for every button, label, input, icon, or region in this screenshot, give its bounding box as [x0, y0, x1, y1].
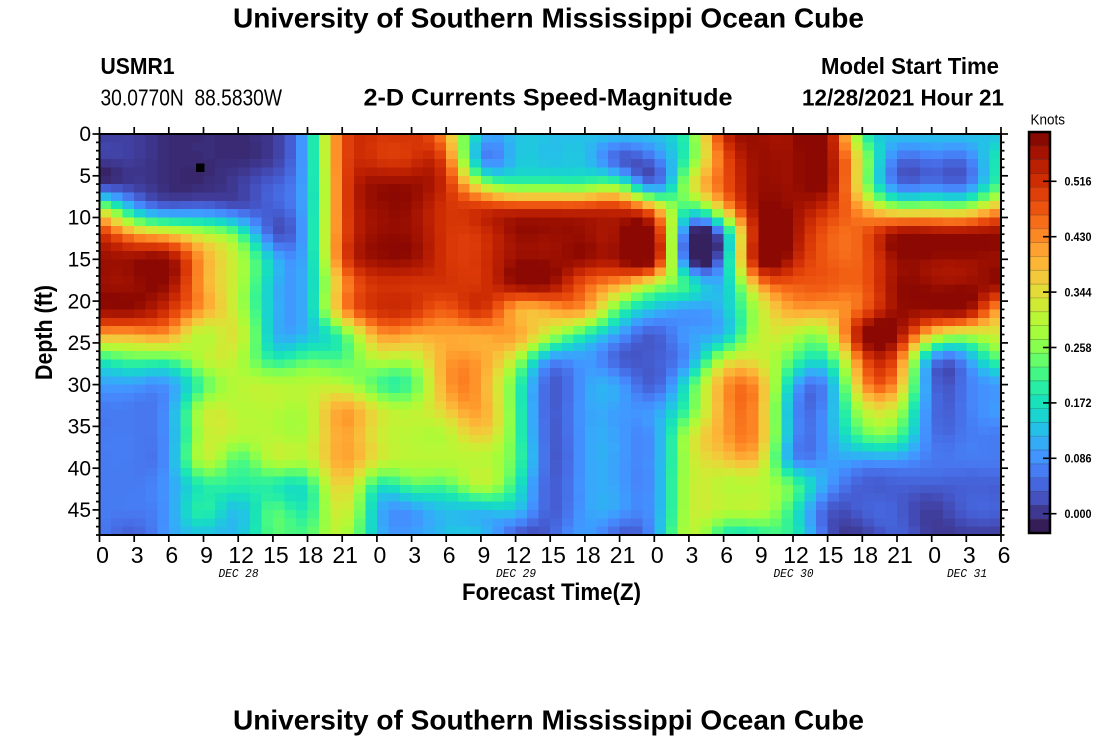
svg-text:0.258: 0.258 [1065, 341, 1092, 355]
svg-text:20: 20 [68, 290, 91, 313]
svg-text:25: 25 [68, 332, 91, 355]
svg-text:0.516: 0.516 [1065, 175, 1092, 189]
svg-text:10: 10 [68, 207, 91, 230]
svg-text:DEC 30: DEC 30 [774, 568, 814, 581]
svg-text:21: 21 [887, 542, 913, 568]
svg-text:3: 3 [686, 542, 699, 568]
svg-text:0.344: 0.344 [1065, 285, 1092, 299]
svg-text:0.000: 0.000 [1065, 507, 1092, 521]
svg-text:Knots: Knots [1031, 113, 1066, 129]
svg-text:6: 6 [443, 542, 456, 568]
svg-text:12: 12 [783, 542, 809, 568]
svg-text:9: 9 [200, 542, 213, 568]
svg-text:40: 40 [68, 457, 91, 480]
svg-text:0: 0 [374, 542, 387, 568]
svg-text:3: 3 [963, 542, 976, 568]
svg-text:6: 6 [165, 542, 178, 568]
svg-text:15: 15 [540, 542, 566, 568]
svg-text:35: 35 [68, 416, 91, 439]
svg-text:5: 5 [79, 165, 91, 188]
svg-text:15: 15 [263, 542, 289, 568]
svg-text:18: 18 [298, 542, 324, 568]
svg-text:0: 0 [79, 123, 91, 146]
svg-text:University of Southern Mississ: University of Southern Mississippi Ocean… [233, 3, 864, 34]
svg-text:45: 45 [68, 499, 91, 522]
svg-text:6: 6 [720, 542, 733, 568]
svg-text:0: 0 [651, 542, 664, 568]
svg-text:0: 0 [96, 542, 109, 568]
svg-text:18: 18 [853, 542, 879, 568]
svg-text:18: 18 [575, 542, 601, 568]
svg-text:9: 9 [755, 542, 768, 568]
svg-text:DEC 28: DEC 28 [219, 568, 259, 581]
svg-text:30.0770N 88.5830W: 30.0770N 88.5830W [101, 85, 283, 111]
svg-text:12: 12 [506, 542, 532, 568]
svg-text:15: 15 [818, 542, 844, 568]
svg-text:Model Start Time: Model Start Time [821, 53, 999, 79]
svg-text:3: 3 [408, 542, 421, 568]
svg-text:Forecast Time(Z): Forecast Time(Z) [462, 579, 641, 606]
svg-text:12: 12 [228, 542, 254, 568]
svg-text:9: 9 [478, 542, 491, 568]
svg-text:30: 30 [68, 374, 91, 397]
svg-text:DEC 29: DEC 29 [496, 568, 536, 581]
svg-text:University of Southern Mississ: University of Southern Mississippi Ocean… [233, 705, 864, 736]
svg-text:0.172: 0.172 [1065, 396, 1092, 410]
svg-text:15: 15 [68, 249, 91, 272]
svg-text:12/28/2021 Hour 21: 12/28/2021 Hour 21 [802, 85, 1004, 111]
svg-text:6: 6 [998, 542, 1011, 568]
svg-text:21: 21 [332, 542, 358, 568]
svg-text:2-D Currents Speed-Magnitude: 2-D Currents Speed-Magnitude [364, 85, 733, 112]
svg-text:0: 0 [928, 542, 941, 568]
svg-text:21: 21 [610, 542, 636, 568]
svg-text:DEC 31: DEC 31 [947, 568, 987, 581]
svg-text:3: 3 [131, 542, 144, 568]
svg-text:0.086: 0.086 [1065, 452, 1092, 466]
svg-text:USMR1: USMR1 [101, 53, 175, 79]
svg-text:Depth (ft): Depth (ft) [31, 285, 58, 380]
svg-text:0.430: 0.430 [1065, 230, 1092, 244]
